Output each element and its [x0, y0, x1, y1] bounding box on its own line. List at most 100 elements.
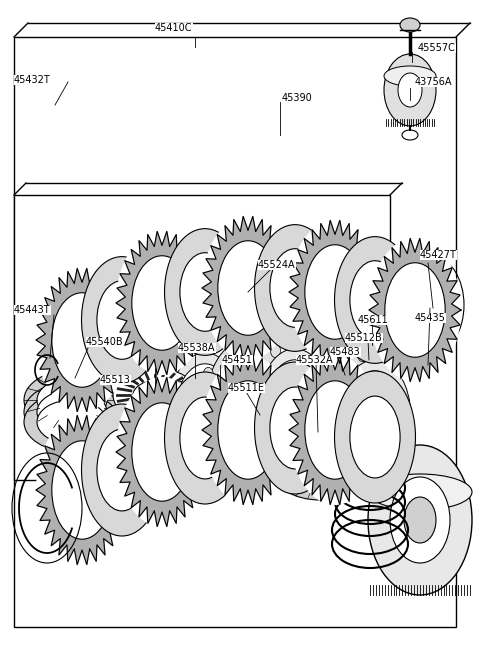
Ellipse shape — [155, 380, 235, 430]
Ellipse shape — [271, 344, 280, 358]
Ellipse shape — [390, 477, 450, 563]
Ellipse shape — [233, 464, 243, 477]
Ellipse shape — [384, 54, 436, 126]
Ellipse shape — [113, 368, 197, 422]
Ellipse shape — [288, 376, 298, 384]
Ellipse shape — [233, 331, 243, 345]
Ellipse shape — [184, 358, 194, 371]
Ellipse shape — [24, 382, 120, 442]
Ellipse shape — [220, 405, 310, 461]
Ellipse shape — [203, 367, 213, 381]
Polygon shape — [202, 356, 294, 504]
Ellipse shape — [384, 66, 436, 86]
Ellipse shape — [290, 371, 300, 385]
Ellipse shape — [350, 261, 400, 339]
Ellipse shape — [133, 374, 191, 462]
Text: 45432T: 45432T — [14, 75, 51, 85]
Ellipse shape — [289, 220, 381, 364]
Text: 45513: 45513 — [100, 375, 131, 385]
Ellipse shape — [254, 225, 336, 351]
Ellipse shape — [339, 360, 411, 470]
Ellipse shape — [219, 360, 276, 448]
Text: 45538A: 45538A — [178, 343, 216, 353]
Ellipse shape — [366, 422, 376, 430]
Ellipse shape — [392, 376, 402, 384]
Ellipse shape — [132, 403, 192, 501]
Ellipse shape — [218, 241, 278, 335]
Ellipse shape — [165, 229, 245, 356]
Ellipse shape — [366, 365, 376, 373]
Ellipse shape — [335, 371, 416, 503]
Ellipse shape — [400, 18, 420, 32]
Ellipse shape — [320, 335, 330, 348]
Ellipse shape — [369, 238, 461, 382]
Ellipse shape — [358, 455, 368, 468]
Ellipse shape — [218, 381, 278, 479]
Ellipse shape — [335, 236, 416, 364]
Ellipse shape — [295, 348, 395, 412]
Text: 45611: 45611 — [358, 315, 389, 325]
Ellipse shape — [310, 358, 380, 402]
Ellipse shape — [368, 474, 472, 510]
Ellipse shape — [165, 372, 245, 504]
Ellipse shape — [306, 364, 363, 452]
Ellipse shape — [358, 348, 368, 362]
Polygon shape — [289, 220, 381, 364]
Ellipse shape — [314, 405, 324, 413]
Polygon shape — [36, 269, 128, 411]
Ellipse shape — [350, 396, 400, 478]
Ellipse shape — [320, 468, 330, 481]
Bar — [14, 195, 390, 480]
Ellipse shape — [202, 216, 294, 360]
Text: 45557C: 45557C — [418, 43, 456, 53]
Ellipse shape — [272, 420, 368, 480]
Polygon shape — [116, 377, 208, 527]
Ellipse shape — [201, 411, 211, 425]
Ellipse shape — [402, 130, 418, 140]
Ellipse shape — [271, 451, 280, 464]
Text: 43756A: 43756A — [415, 77, 453, 87]
Ellipse shape — [295, 366, 395, 430]
Ellipse shape — [82, 257, 162, 383]
Text: 45532A: 45532A — [296, 355, 334, 365]
Ellipse shape — [206, 339, 290, 469]
Ellipse shape — [37, 378, 107, 422]
Ellipse shape — [202, 355, 294, 505]
Ellipse shape — [347, 371, 404, 459]
Ellipse shape — [199, 401, 241, 429]
Ellipse shape — [97, 281, 147, 360]
Ellipse shape — [272, 440, 368, 500]
Ellipse shape — [37, 400, 107, 444]
Ellipse shape — [385, 263, 445, 357]
Ellipse shape — [305, 245, 365, 339]
Ellipse shape — [404, 497, 436, 543]
Ellipse shape — [180, 253, 230, 331]
Ellipse shape — [24, 370, 120, 430]
Ellipse shape — [82, 404, 162, 536]
Text: 45410C: 45410C — [155, 23, 192, 33]
Text: 45524A: 45524A — [258, 260, 296, 270]
Ellipse shape — [203, 426, 213, 441]
Text: 45443T: 45443T — [14, 305, 50, 315]
Ellipse shape — [52, 293, 112, 387]
Polygon shape — [289, 356, 381, 504]
Text: 45511E: 45511E — [228, 383, 265, 393]
Text: 45540B: 45540B — [86, 337, 124, 347]
Text: 45512B: 45512B — [345, 333, 383, 343]
Ellipse shape — [287, 397, 297, 411]
Polygon shape — [36, 415, 128, 565]
Ellipse shape — [169, 353, 240, 463]
Ellipse shape — [266, 360, 324, 448]
Polygon shape — [202, 216, 294, 360]
Ellipse shape — [398, 73, 422, 107]
Ellipse shape — [392, 394, 402, 402]
Ellipse shape — [117, 441, 127, 455]
Ellipse shape — [171, 390, 219, 420]
Ellipse shape — [36, 268, 128, 412]
Ellipse shape — [310, 376, 380, 420]
Polygon shape — [369, 238, 461, 382]
Ellipse shape — [314, 422, 324, 430]
Ellipse shape — [290, 430, 300, 445]
Ellipse shape — [184, 464, 194, 478]
Ellipse shape — [374, 401, 384, 415]
